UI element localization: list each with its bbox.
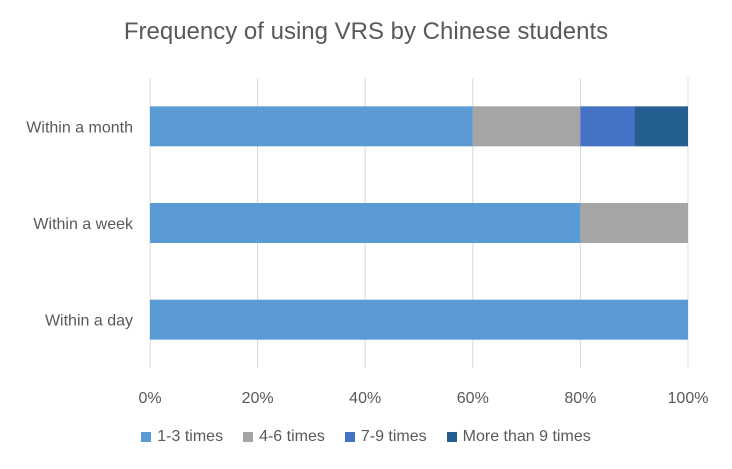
x-tick-label: 80%: [564, 390, 596, 407]
legend: 1-3 times 4-6 times 7-9 times More than …: [0, 428, 732, 446]
legend-swatch-more-than-9: [446, 432, 457, 442]
x-tick-label: 60%: [457, 390, 489, 407]
y-category-label: Within a month: [26, 119, 133, 136]
chart-title: Frequency of using VRS by Chinese studen…: [123, 18, 609, 45]
legend-swatch-1-3: [141, 432, 152, 442]
x-tick-label: 0%: [138, 390, 161, 407]
legend-item: More than 9 times: [446, 428, 591, 446]
x-tick-label: 20%: [242, 390, 274, 407]
legend-swatch-7-9: [344, 432, 355, 442]
bar-segment: [634, 106, 688, 147]
legend-swatch-4-6: [243, 432, 254, 442]
bar-segment: [580, 106, 635, 147]
legend-label: 7-9 times: [360, 428, 427, 445]
legend-label: 1-3 times: [157, 428, 224, 445]
y-category-label: Within a day: [45, 313, 133, 330]
y-category-label: Within a week: [33, 216, 134, 233]
legend-item: 7-9 times: [344, 428, 427, 446]
bar-segment: [580, 203, 688, 243]
legend-item: 4-6 times: [243, 428, 325, 446]
bar-segment: [150, 203, 581, 243]
bar-segment: [472, 106, 581, 147]
bar-segment: [150, 299, 688, 340]
x-tick-label: 40%: [349, 390, 381, 407]
legend-label: 4-6 times: [259, 428, 325, 445]
x-tick-label: 100%: [668, 390, 709, 407]
bar-segment: [150, 106, 473, 147]
legend-item: 1-3 times: [141, 428, 223, 446]
legend-label: More than 9 times: [462, 428, 591, 445]
